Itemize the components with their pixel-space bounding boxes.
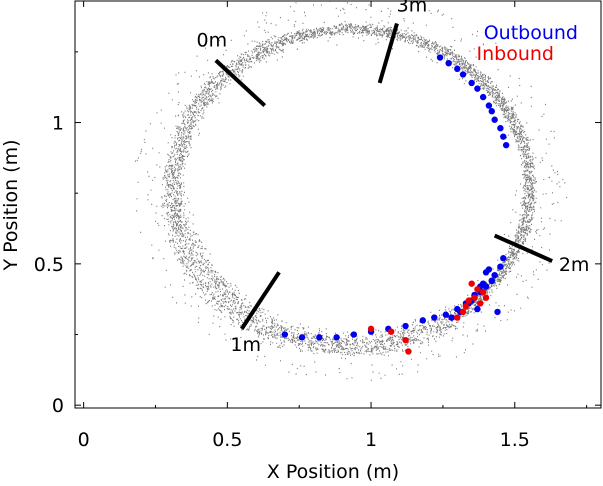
legend-inbound-label: Inbound (477, 43, 554, 65)
x-tick-label: 0 (78, 429, 90, 451)
inbound-point (402, 336, 409, 344)
x-tick-label: 1.5 (500, 429, 530, 451)
outbound-point (488, 277, 495, 285)
y-tick-label: 0.5 (34, 254, 64, 276)
outbound-point (445, 59, 452, 67)
y-tick-label: 0 (52, 395, 64, 417)
outbound-point (350, 331, 358, 338)
data-point-layer (281, 54, 510, 355)
outbound-point (474, 305, 481, 313)
inbound-point (479, 288, 487, 296)
distance-marker-3m (377, 23, 399, 84)
outbound-point (491, 271, 498, 279)
outbound-point (333, 334, 340, 341)
outbound-point (468, 79, 475, 87)
outbound-point (497, 263, 504, 270)
outbound-point (494, 308, 501, 316)
distance-marker-1m (240, 271, 281, 330)
inbound-point (367, 325, 375, 333)
outbound-point (491, 116, 498, 123)
outbound-point (488, 108, 495, 115)
outbound-point (281, 331, 289, 338)
outbound-point (454, 65, 461, 73)
y-axis-label: Y Position (m) (0, 140, 22, 272)
outbound-point (442, 311, 449, 318)
trajectory-track (134, 0, 568, 381)
outbound-point (316, 334, 323, 341)
y-tick-label: 1 (52, 113, 64, 135)
outbound-point (459, 71, 467, 78)
outbound-point (448, 314, 455, 321)
outbound-point (502, 141, 510, 149)
distance-marker-layer: 0m 3m 2m 1m (197, 0, 590, 356)
outbound-point (419, 317, 426, 324)
inbound-point (482, 294, 490, 301)
inbound-point (387, 328, 395, 335)
outbound-point (298, 334, 306, 341)
outbound-point (500, 255, 507, 262)
x-axis-label: X Position (m) (267, 461, 399, 483)
inbound-point (454, 314, 461, 321)
inbound-point (468, 280, 475, 287)
track-layer (134, 0, 568, 381)
outbound-point (431, 314, 438, 321)
outbound-point (479, 93, 487, 101)
inbound-point (474, 286, 481, 293)
inbound-point (462, 303, 470, 310)
legend-outbound-label: Outbound (484, 22, 578, 44)
tick-layer: 0 0.5 1 1.5 0 0.5 1 (34, 1, 601, 451)
outbound-point (402, 322, 409, 330)
distance-marker-2m (493, 233, 553, 263)
outbound-point (500, 133, 507, 140)
outbound-point (485, 102, 493, 109)
inbound-point (471, 294, 478, 301)
inbound-point (477, 300, 484, 307)
outbound-point (485, 266, 493, 273)
inbound-point (459, 308, 467, 316)
inbound-point (405, 348, 412, 355)
x-tick-label: 0.5 (212, 429, 242, 451)
outbound-point (436, 54, 444, 61)
distance-marker-label: 2m (559, 254, 590, 276)
distance-marker-label: 0m (197, 29, 228, 51)
distance-marker-0m (214, 58, 267, 108)
distance-marker-label: 3m (397, 0, 428, 17)
outbound-point (497, 124, 504, 132)
x-tick-label: 1 (365, 429, 377, 451)
outbound-point (474, 85, 481, 92)
distance-marker-label: 1m (230, 334, 261, 356)
outbound-point (479, 280, 487, 287)
inbound-point (465, 297, 472, 304)
plot-frame (74, 0, 602, 409)
